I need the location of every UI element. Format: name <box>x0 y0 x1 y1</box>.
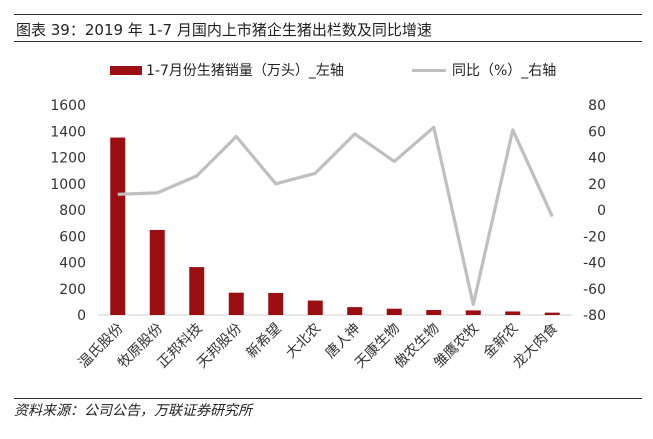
bar-2 <box>189 267 205 315</box>
y-left-tick-label: 0 <box>77 308 86 324</box>
y-right-tick-label: 40 <box>588 151 606 167</box>
y-left-tick-label: 400 <box>59 256 86 272</box>
bar-series <box>110 137 560 315</box>
legend-bar-swatch <box>110 65 142 75</box>
bar-0 <box>110 137 126 315</box>
figure-title: 图表 39：2019 年 1-7 月国内上市猪企生猪出栏数及同比增速 <box>16 21 432 39</box>
bar-10 <box>505 311 521 315</box>
bar-3 <box>228 292 244 315</box>
legend-bar-label: 1-7月份生猪销量（万头）_左轴 <box>146 63 344 79</box>
bar-8 <box>426 310 442 315</box>
source-note: 资料来源：公司公告，万联证券研究所 <box>14 403 252 419</box>
legend-line-label: 同比（%）_右轴 <box>452 63 557 79</box>
bar-1 <box>149 229 165 315</box>
footer-rule <box>14 398 642 399</box>
y-left-tick-label: 1600 <box>50 98 86 114</box>
y-left-tick-label: 1000 <box>50 177 86 193</box>
y-left-tick-label: 200 <box>59 282 86 298</box>
bar-6 <box>347 307 363 315</box>
legend-item-bar: 1-7月份生猪销量（万头）_左轴 <box>110 60 344 80</box>
line-series <box>117 125 554 307</box>
y-right-tick-label: -20 <box>583 229 606 245</box>
y-left-tick-label: 800 <box>59 203 86 219</box>
figure-title-bar: 图表 39：2019 年 1-7 月国内上市猪企生猪出栏数及同比增速 <box>14 14 642 42</box>
y-right-tick-label: -40 <box>583 256 606 272</box>
y-left-tick-label: 1200 <box>50 151 86 167</box>
y-left-tick-label: 600 <box>59 229 86 245</box>
bar-4 <box>268 292 284 315</box>
x-tick-labels: 温氏股份牧原股份正邦科技天邦股份新希望大北农唐人神天康生物傲农生物雏鹰农牧金新农… <box>76 320 561 372</box>
y-right-tick-label: -80 <box>583 308 606 324</box>
x-tick-label: 新希望 <box>244 321 285 362</box>
y-right-tick-label: 60 <box>588 124 606 140</box>
y-left-tick-label: 1400 <box>50 124 86 140</box>
y-right-tick-label: 0 <box>597 203 606 219</box>
legend-item-line: 同比（%）_右轴 <box>412 60 556 80</box>
y-right-tick-label: 20 <box>588 177 606 193</box>
y-right-tick-label: 80 <box>588 98 606 114</box>
bar-11 <box>544 312 560 315</box>
chart-axes: 02004006008001000120014001600-80-60-40-2… <box>50 98 606 324</box>
line-yoy <box>117 125 554 307</box>
bar-7 <box>386 308 402 315</box>
bar-9 <box>465 310 481 315</box>
bar-5 <box>307 300 323 315</box>
y-right-tick-label: -60 <box>583 282 606 298</box>
legend-line-swatch <box>412 68 446 72</box>
x-tick-label: 大北农 <box>283 321 324 362</box>
